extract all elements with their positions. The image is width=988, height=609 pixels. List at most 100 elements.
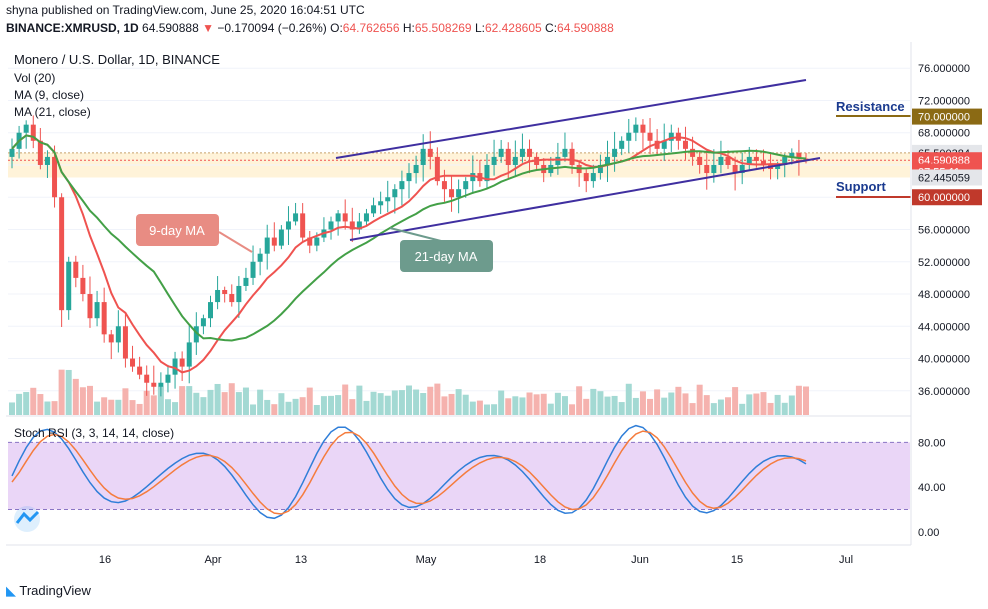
candle-body[interactable] bbox=[718, 156, 724, 165]
candle-body[interactable] bbox=[300, 213, 306, 238]
candle-body[interactable] bbox=[512, 156, 518, 165]
candle-body[interactable] bbox=[335, 213, 341, 222]
candle-body[interactable] bbox=[746, 156, 752, 165]
candle-body[interactable] bbox=[208, 302, 213, 319]
candle-body[interactable] bbox=[23, 124, 29, 133]
candle-body[interactable] bbox=[505, 148, 511, 165]
candle-body[interactable] bbox=[356, 221, 362, 230]
candle-body[interactable] bbox=[278, 229, 284, 246]
candle-body[interactable] bbox=[165, 374, 171, 383]
candle-body[interactable] bbox=[661, 140, 667, 149]
candle-body[interactable] bbox=[80, 277, 86, 295]
candle-body[interactable] bbox=[328, 221, 334, 230]
candle-body[interactable] bbox=[371, 205, 377, 214]
candle-body[interactable] bbox=[668, 132, 674, 141]
candle-body[interactable] bbox=[342, 213, 348, 222]
candle-body[interactable] bbox=[449, 189, 455, 198]
footer-brand[interactable]: ◣ TradingView bbox=[6, 583, 91, 599]
candle-body[interactable] bbox=[704, 164, 710, 174]
candle-body[interactable] bbox=[619, 140, 625, 149]
candle-body[interactable] bbox=[314, 237, 320, 246]
candle-body[interactable] bbox=[413, 164, 419, 174]
candle-body[interactable] bbox=[363, 213, 369, 222]
candle-body[interactable] bbox=[179, 358, 185, 367]
candle-body[interactable] bbox=[406, 173, 412, 182]
candle-body[interactable] bbox=[52, 156, 58, 198]
ma21-callout[interactable]: 21-day MA bbox=[389, 227, 493, 272]
candle-body[interactable] bbox=[137, 366, 143, 375]
candle-body[interactable] bbox=[385, 197, 391, 202]
candle-body[interactable] bbox=[94, 302, 100, 319]
candle-body[interactable] bbox=[626, 132, 632, 141]
channel-upper-line[interactable] bbox=[335, 79, 807, 159]
candle-body[interactable] bbox=[456, 189, 462, 198]
candle-body[interactable] bbox=[612, 148, 618, 157]
candle-body[interactable] bbox=[470, 173, 476, 182]
candle-body[interactable] bbox=[37, 140, 43, 165]
candle-body[interactable] bbox=[583, 173, 589, 182]
candle-body[interactable] bbox=[725, 156, 731, 165]
ma9-callout[interactable]: 9-day MA bbox=[136, 214, 253, 253]
candle-body[interactable] bbox=[782, 156, 788, 165]
candle-body[interactable] bbox=[130, 358, 136, 367]
candle-body[interactable] bbox=[285, 221, 291, 230]
candle-body[interactable] bbox=[44, 156, 50, 165]
candle-body[interactable] bbox=[441, 181, 447, 190]
candle-body[interactable] bbox=[200, 318, 206, 327]
candle-body[interactable] bbox=[115, 326, 121, 343]
candle-body[interactable] bbox=[193, 326, 199, 343]
candle-body[interactable] bbox=[264, 237, 270, 254]
candle-body[interactable] bbox=[122, 326, 128, 359]
candle-body[interactable] bbox=[647, 132, 653, 141]
candle-body[interactable] bbox=[108, 334, 114, 343]
candle-body[interactable] bbox=[711, 164, 717, 174]
candle-body[interactable] bbox=[640, 124, 646, 133]
candle-body[interactable] bbox=[101, 302, 107, 335]
candle-body[interactable] bbox=[633, 124, 639, 133]
candle-body[interactable] bbox=[349, 221, 355, 230]
candle-body[interactable] bbox=[307, 237, 313, 246]
candle-body[interactable] bbox=[30, 124, 36, 141]
candle-body[interactable] bbox=[186, 342, 192, 367]
time-axis[interactable]: 16 Apr 13 May 18 Jun 15 Jul bbox=[99, 554, 853, 566]
candle-body[interactable] bbox=[775, 164, 781, 170]
candle-body[interactable] bbox=[243, 277, 249, 286]
channel-lower-line[interactable] bbox=[349, 157, 821, 241]
candle-body[interactable] bbox=[271, 237, 277, 246]
candle-body[interactable] bbox=[66, 261, 72, 311]
candle-body[interactable] bbox=[399, 181, 405, 190]
candle-body[interactable] bbox=[555, 156, 561, 165]
candle-body[interactable] bbox=[144, 374, 150, 383]
candle-body[interactable] bbox=[682, 140, 688, 149]
candle-body[interactable] bbox=[590, 173, 596, 182]
candle-body[interactable] bbox=[427, 148, 433, 157]
candle-body[interactable] bbox=[562, 148, 568, 157]
candle-body[interactable] bbox=[569, 148, 575, 165]
candle-body[interactable] bbox=[789, 152, 795, 157]
candle-body[interactable] bbox=[378, 201, 384, 206]
candle-body[interactable] bbox=[527, 148, 533, 157]
candle-body[interactable] bbox=[491, 156, 497, 165]
candle-body[interactable] bbox=[484, 164, 490, 182]
candles[interactable] bbox=[9, 115, 809, 397]
candle-body[interactable] bbox=[172, 358, 178, 375]
candle-body[interactable] bbox=[605, 156, 610, 165]
candle-body[interactable] bbox=[87, 294, 93, 319]
candle-body[interactable] bbox=[597, 164, 603, 174]
candle-body[interactable] bbox=[803, 158, 809, 161]
candle-body[interactable] bbox=[229, 294, 235, 303]
candle-body[interactable] bbox=[293, 213, 299, 222]
candle-body[interactable] bbox=[654, 140, 660, 149]
candle-body[interactable] bbox=[420, 148, 426, 165]
candle-body[interactable] bbox=[9, 148, 15, 157]
candle-body[interactable] bbox=[463, 181, 469, 190]
candle-body[interactable] bbox=[434, 156, 440, 182]
candle-body[interactable] bbox=[236, 285, 242, 303]
candle-body[interactable] bbox=[73, 261, 79, 278]
candle-body[interactable] bbox=[498, 148, 504, 157]
candle-body[interactable] bbox=[690, 148, 696, 157]
candle-body[interactable] bbox=[222, 289, 228, 295]
candle-body[interactable] bbox=[215, 289, 221, 303]
candle-body[interactable] bbox=[739, 164, 745, 174]
